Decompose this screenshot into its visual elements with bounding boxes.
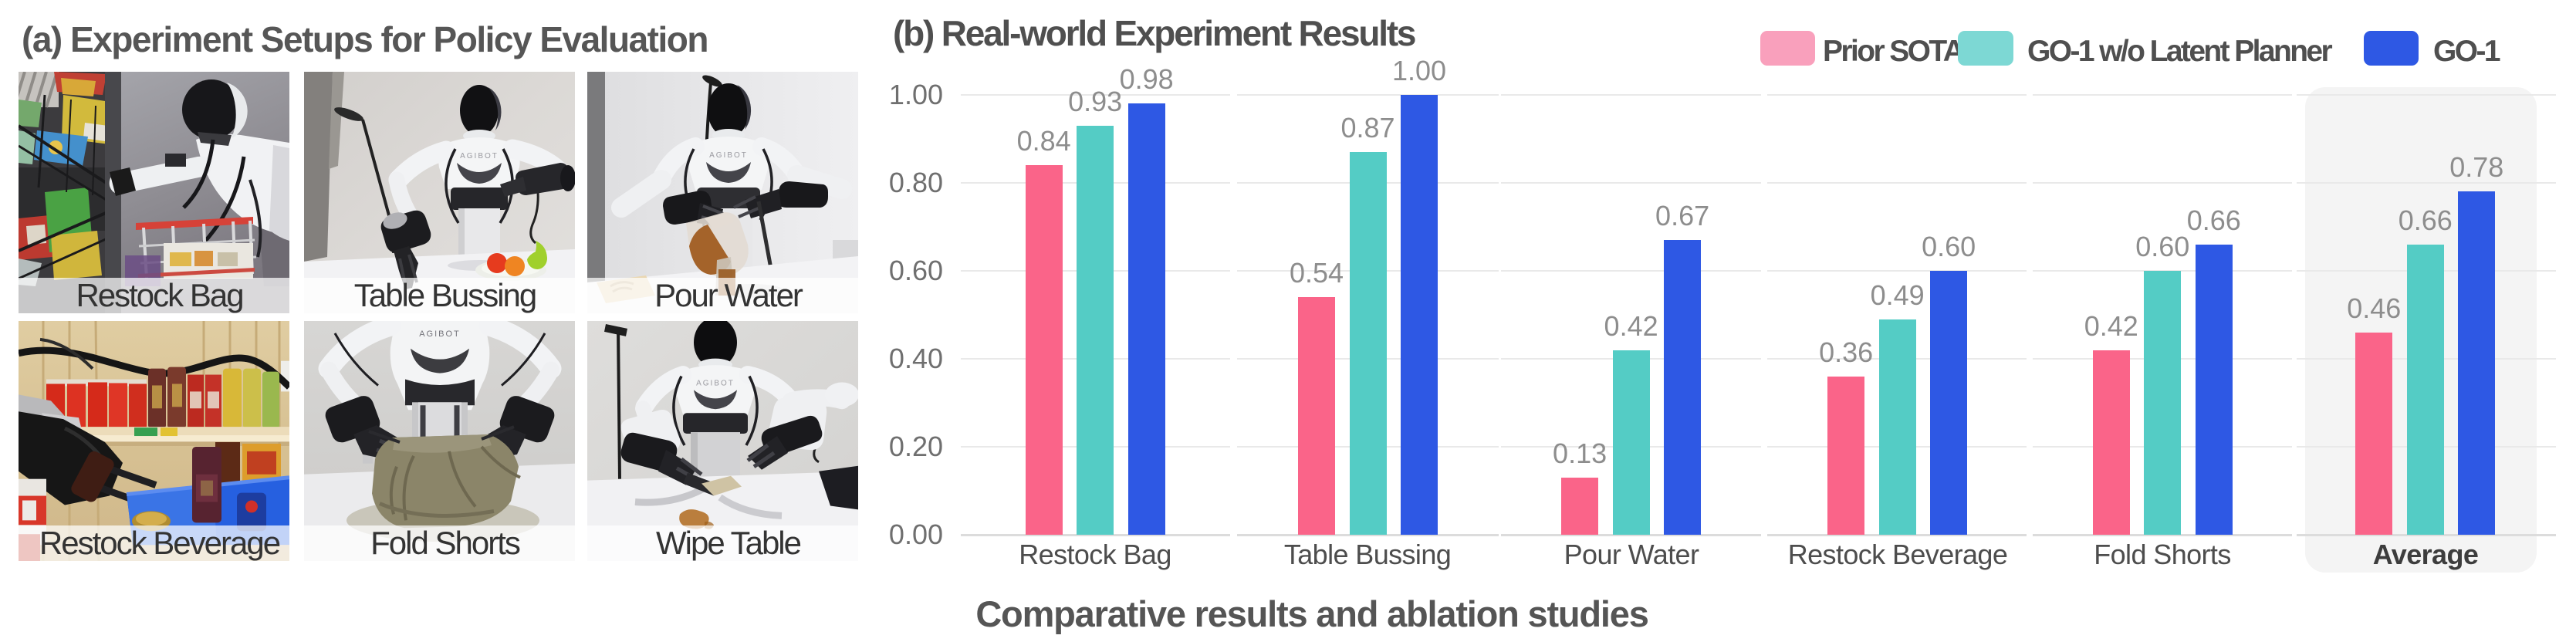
svg-text:AGIBOT: AGIBOT	[709, 151, 748, 160]
svg-text:AGIBOT: AGIBOT	[460, 152, 499, 160]
svg-text:AGIBOT: AGIBOT	[419, 329, 461, 339]
svg-text:AGIBOT: AGIBOT	[696, 379, 735, 387]
